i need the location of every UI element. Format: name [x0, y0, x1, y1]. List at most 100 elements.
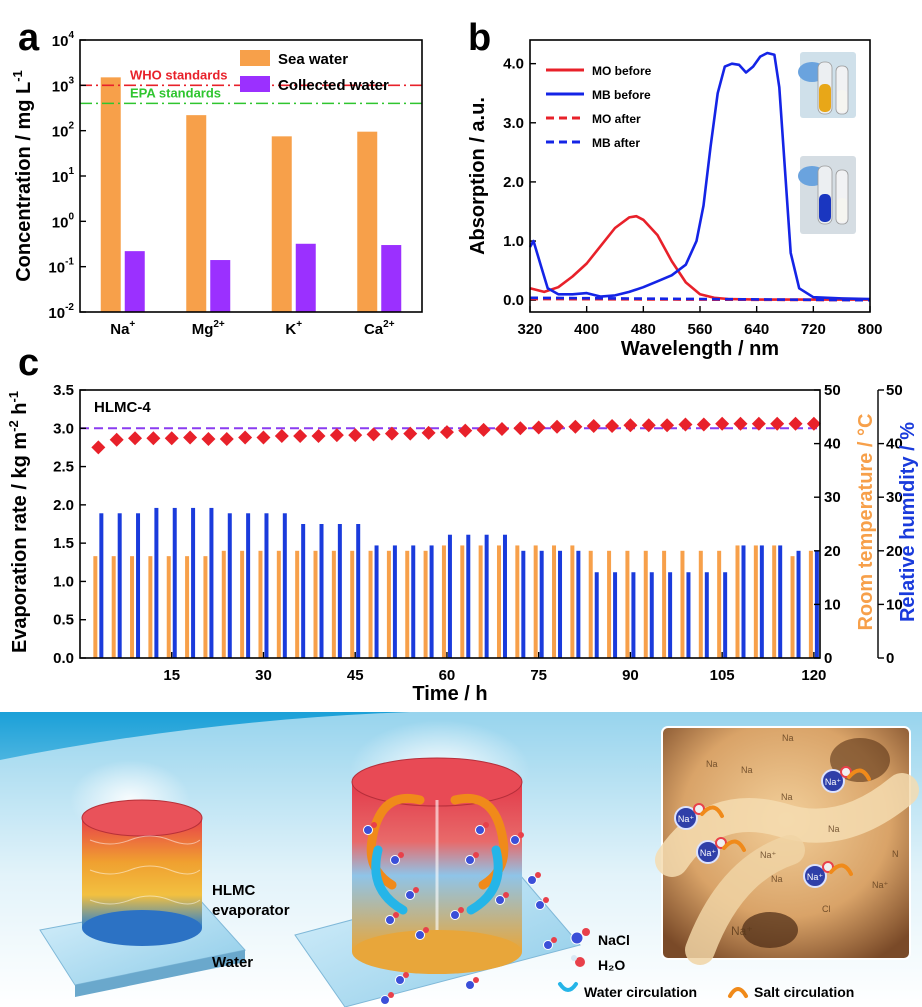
- panel-c-temperature-bar: [607, 550, 612, 658]
- panel-c-ytick-label: 3.0: [53, 420, 74, 437]
- panel-c-temperature-bar: [753, 545, 758, 658]
- salt-circulation-arrow-icon: [847, 768, 871, 781]
- panel-a-ytick-exponent: -2: [65, 302, 74, 313]
- panel-c-y-axis-title-sup2: -1: [6, 391, 21, 403]
- panel-c-temperature-bar: [331, 550, 336, 658]
- panel-c-rate-marker: [623, 418, 638, 433]
- panel-b-ytick-label: 0.0: [503, 292, 524, 309]
- panel-c-humidity-bar: [594, 572, 599, 658]
- panel-c-humidity-bar: [778, 545, 783, 658]
- panel-c-temperature-bar: [423, 550, 428, 658]
- inset-ion-label: Na⁺: [872, 880, 889, 890]
- panel-c-temperature-bar: [515, 545, 520, 658]
- panel-c-temperature-bar: [313, 550, 318, 658]
- panel-c-temperature-bar: [717, 550, 722, 658]
- panel-label-b: b: [468, 17, 491, 59]
- panel-c-temperature-bar: [130, 556, 135, 658]
- panel-c-rate-marker: [109, 432, 124, 447]
- panel-c-rate-marker: [183, 430, 198, 445]
- hlmc-evaporator-small: [39, 760, 246, 997]
- panel-c-temperature-bar: [93, 556, 98, 658]
- sodium-ion-icon: [450, 910, 460, 920]
- panel-c-y3tick-label: 50: [886, 382, 903, 399]
- panel-c-rate-marker: [311, 428, 326, 443]
- panel-c-humidity-bar: [796, 550, 801, 658]
- panel-c-rate-marker: [733, 416, 748, 431]
- sodium-ion-icon: [405, 890, 415, 900]
- hlmc-evaporator-large: [294, 720, 581, 1007]
- panel-c-humidity-bar: [759, 545, 764, 658]
- panel-b-ytick-label: 4.0: [503, 56, 524, 73]
- chloride-ion-icon: [423, 927, 429, 933]
- panel-a-ytick-exponent: 4: [68, 30, 74, 41]
- panel-c-rate-marker: [494, 422, 509, 437]
- panel-c-humidity-bar: [686, 572, 691, 658]
- panel-a-legend-label: Sea water: [278, 51, 348, 68]
- panel-c-humidity-bar: [337, 524, 342, 658]
- panel-c-rate-marker: [458, 423, 473, 438]
- panel-c-rate-marker: [384, 426, 399, 441]
- panel-c-xtick-label: 105: [710, 667, 735, 684]
- panel-c-rate-marker: [641, 418, 656, 433]
- legend-h2o: H₂O: [598, 957, 625, 973]
- panel-b-xtick-label: 800: [857, 321, 882, 338]
- panel-c-rate-marker: [146, 431, 161, 446]
- panel-b-xtick-label: 400: [574, 321, 599, 338]
- panel-a-bar-collected-water: [210, 260, 231, 312]
- panel-c-y2tick-label: 40: [824, 436, 841, 453]
- panel-a-ref-label-who: WHO standards: [130, 67, 228, 82]
- panel-a-xtick-sup: +: [129, 319, 135, 330]
- panel-a-legend-swatch: [240, 50, 270, 66]
- panel-c-humidity-bar: [117, 513, 122, 658]
- panel-c-temperature-bar: [588, 550, 593, 658]
- panel-c-xtick-label: 90: [622, 667, 639, 684]
- panel-b-legend-label: MO after: [592, 112, 641, 126]
- panel-a-plot-frame: [79, 39, 423, 313]
- panel-a-legend-label: Collected water: [278, 77, 389, 94]
- sodium-ion-icon: [510, 835, 520, 845]
- panel-c-humidity-bar: [392, 545, 397, 658]
- panel-c-rate-marker: [770, 416, 785, 431]
- panel-c-temperature-bar: [460, 545, 465, 658]
- panel-c-rate-marker: [91, 440, 106, 455]
- panel-c-rate-marker: [201, 432, 216, 447]
- panel-c-rate-marker: [238, 430, 253, 445]
- legend-nacl: NaCl: [598, 932, 630, 948]
- chloride-ion-icon: [393, 912, 399, 918]
- panel-c-humidity-bar: [521, 550, 526, 658]
- panel-c-y3tick-label: 40: [886, 436, 903, 453]
- panel-b-xtick-label: 320: [517, 321, 542, 338]
- panel-c-xtick-label: 30: [255, 667, 272, 684]
- chloride-ion-icon: [840, 766, 852, 778]
- panel-c-y3tick-label: 0: [886, 650, 894, 667]
- panel-c-rate-marker: [256, 430, 271, 445]
- sodium-ion-icon: [395, 975, 405, 985]
- water-molecule-h-icon: [571, 955, 577, 961]
- panel-c-temperature-bar: [295, 550, 300, 658]
- panel-d-legend: NaCl H₂O Water circulation Salt circulat…: [558, 928, 854, 1000]
- evaporator-label: evaporator: [212, 902, 290, 919]
- panel-c-y3tick-label: 20: [886, 543, 903, 560]
- chloride-ion-icon: [551, 937, 557, 943]
- panel-c-ytick-label: 0.0: [53, 650, 74, 667]
- salt-circulation-arrow-icon: [728, 987, 748, 998]
- panel-c-temperature-bar: [441, 545, 446, 658]
- chloride-ion-icon: [535, 872, 541, 878]
- sodium-ion-icon: [475, 825, 485, 835]
- inset-ion-label: Na: [828, 824, 840, 834]
- panel-c-rate-marker: [293, 428, 308, 443]
- panel-a-ytick-exponent: -1: [65, 257, 74, 268]
- chloride-ion-icon: [822, 861, 834, 873]
- panel-c-y2tick-label: 0: [824, 650, 832, 667]
- panel-c-temperature-bar: [111, 556, 116, 658]
- sodium-ion-icon: [535, 900, 545, 910]
- panel-b-xtick-label: 720: [801, 321, 826, 338]
- panel-a-xtick-label: Na+: [110, 319, 135, 338]
- panel-c-rate-marker: [403, 426, 418, 441]
- legend-salt-circulation: Salt circulation: [754, 984, 854, 1000]
- panel-c-temperature-bar: [240, 550, 245, 658]
- panel-b-ytick-label: 2.0: [503, 174, 524, 191]
- chloride-ion-icon: [371, 822, 377, 828]
- panel-c-humidity-bar: [282, 513, 287, 658]
